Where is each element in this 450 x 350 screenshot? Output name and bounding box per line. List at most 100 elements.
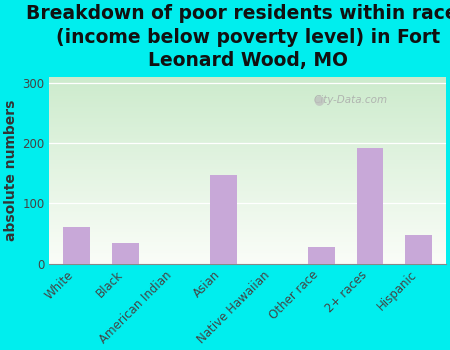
Bar [50,231,446,232]
Bar [50,160,446,161]
Bar [50,208,446,209]
Bar [50,138,446,139]
Bar [50,220,446,222]
Bar [50,204,446,206]
Bar [50,121,446,122]
Bar [50,118,446,119]
Bar [50,232,446,234]
Bar [50,97,446,99]
Bar [50,164,446,166]
Bar [50,194,446,195]
Bar [50,188,446,189]
Bar [50,102,446,104]
Bar [50,80,446,82]
Bar [50,177,446,178]
Bar [50,144,446,146]
Bar [50,218,446,220]
Bar [50,77,446,79]
Bar [50,192,446,194]
Bar [50,107,446,108]
Bar [50,236,446,237]
Bar [50,250,446,251]
Bar [50,125,446,127]
Bar [50,228,446,229]
Bar [50,229,446,231]
Bar [50,153,446,155]
Bar [50,239,446,240]
Bar [50,128,446,130]
Bar [210,175,237,264]
Bar [50,262,446,264]
Bar [50,246,446,248]
Bar [50,169,446,170]
Bar [50,170,446,172]
Bar [50,206,446,208]
Bar [50,136,446,138]
Bar [50,152,446,153]
Bar [50,178,446,180]
Bar [50,175,446,177]
Bar [50,217,446,218]
Bar [50,200,446,202]
Bar [50,79,446,80]
Bar [50,186,446,188]
Bar [50,85,446,86]
Bar [50,105,446,107]
Bar [50,174,446,175]
Bar [50,139,446,141]
Bar [50,96,446,97]
Bar [50,116,446,118]
Bar [50,82,446,84]
Bar [50,99,446,100]
Bar [50,127,446,128]
Text: City-Data.com: City-Data.com [314,94,388,105]
Bar [50,191,446,192]
Bar [50,122,446,124]
Bar [50,88,446,90]
Bar [50,147,446,149]
Bar [50,245,446,246]
Bar [50,211,446,212]
Bar [50,237,446,239]
Bar [50,166,446,167]
Bar [50,100,446,102]
Bar [50,253,446,254]
Bar [50,93,446,94]
Bar [50,108,446,110]
Bar [50,142,446,144]
Bar [50,223,446,225]
Bar [50,132,446,133]
Bar [50,155,446,156]
Bar [50,195,446,197]
Bar [50,146,446,147]
Title: Breakdown of poor residents within races
(income below poverty level) in Fort
Le: Breakdown of poor residents within races… [26,4,450,70]
Bar [50,256,446,257]
Bar [50,202,446,203]
Text: ●: ● [314,93,324,106]
Bar [50,141,446,142]
Bar [50,209,446,211]
Bar [50,149,446,150]
Bar [50,222,446,223]
Bar [50,114,446,116]
Bar [50,248,446,250]
Bar [50,226,446,228]
Bar [50,254,446,256]
Bar [50,133,446,135]
Bar [50,156,446,158]
Bar [356,148,383,264]
Bar [112,243,139,264]
Bar [50,172,446,174]
Bar [50,198,446,200]
Bar [50,260,446,262]
Bar [50,94,446,96]
Bar [50,212,446,214]
Bar [50,251,446,253]
Bar [50,240,446,242]
Bar [50,135,446,136]
Bar [50,189,446,191]
Bar [50,259,446,260]
Bar [50,84,446,85]
Bar [50,124,446,125]
Bar [50,130,446,132]
